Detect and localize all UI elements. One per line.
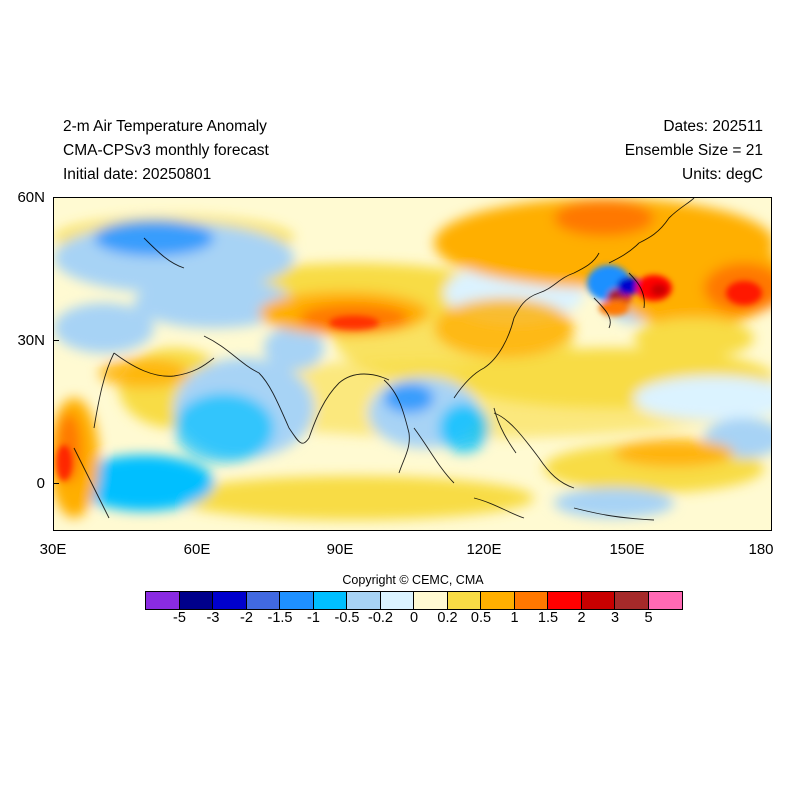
x-tick-label: 90E [326, 541, 354, 558]
colorbar-swatch [213, 592, 247, 609]
colorbar-swatch [146, 592, 180, 609]
colorbar-label: 5 [644, 610, 653, 626]
y-tick-mark-30n [53, 340, 59, 341]
colorbar-label: 1.5 [537, 610, 559, 626]
colorbar-swatch [347, 592, 381, 609]
colorbar-label: 0.5 [470, 610, 492, 626]
colorbar-label: -1.5 [267, 610, 293, 626]
ensemble-size: Ensemble Size = 21 [624, 142, 763, 159]
colorbar-label: 0 [409, 610, 419, 626]
anomaly-map [53, 197, 772, 531]
colorbar-label: 0.2 [437, 610, 458, 626]
x-tick-label: 60E [183, 541, 211, 558]
colorbar-swatch [514, 592, 548, 609]
colorbar-swatch [280, 592, 314, 609]
colorbar-swatch [380, 592, 414, 609]
anomaly-field [54, 198, 771, 530]
colorbar-swatch [179, 592, 213, 609]
colorbar-label: -1 [307, 610, 320, 626]
colorbar-swatch [548, 592, 582, 609]
colorbar-swatch [481, 592, 515, 609]
colorbar-swatch [313, 592, 347, 609]
colorbar [145, 591, 683, 610]
x-tick-label: 180 [748, 541, 774, 558]
colorbar-label: -2 [240, 610, 253, 626]
copyright-notice: Copyright © CEMC, CMA [342, 573, 484, 587]
y-tick-label: 30N [17, 332, 45, 349]
colorbar-label: -5 [173, 610, 186, 626]
colorbar-label: 2 [577, 610, 586, 626]
colorbar-swatch [414, 592, 448, 609]
colorbar-label: -0.5 [334, 610, 360, 626]
colorbar-swatch [246, 592, 280, 609]
x-tick-label: 30E [39, 541, 67, 558]
map-title: 2-m Air Temperature Anomaly [63, 118, 267, 135]
units-label: Units: degC [682, 166, 763, 183]
colorbar-label: 1 [510, 610, 519, 626]
x-tick-label: 150E [609, 541, 645, 558]
colorbar-label: -0.2 [368, 610, 393, 626]
colorbar-swatch [648, 592, 682, 609]
model-subtitle: CMA-CPSv3 monthly forecast [63, 142, 269, 159]
y-tick-label: 60N [17, 189, 45, 206]
colorbar-label: 3 [610, 610, 620, 626]
forecast-dates: Dates: 202511 [663, 118, 763, 135]
x-tick-label: 120E [466, 541, 502, 558]
colorbar-swatch [615, 592, 649, 609]
colorbar-label: -3 [206, 610, 220, 626]
y-tick-mark-60n [53, 197, 59, 198]
initial-date: Initial date: 20250801 [63, 166, 212, 183]
colorbar-swatch [447, 592, 481, 609]
colorbar-swatch [581, 592, 615, 609]
y-tick-mark-0 [53, 483, 59, 484]
y-tick-label: 0 [36, 475, 45, 492]
